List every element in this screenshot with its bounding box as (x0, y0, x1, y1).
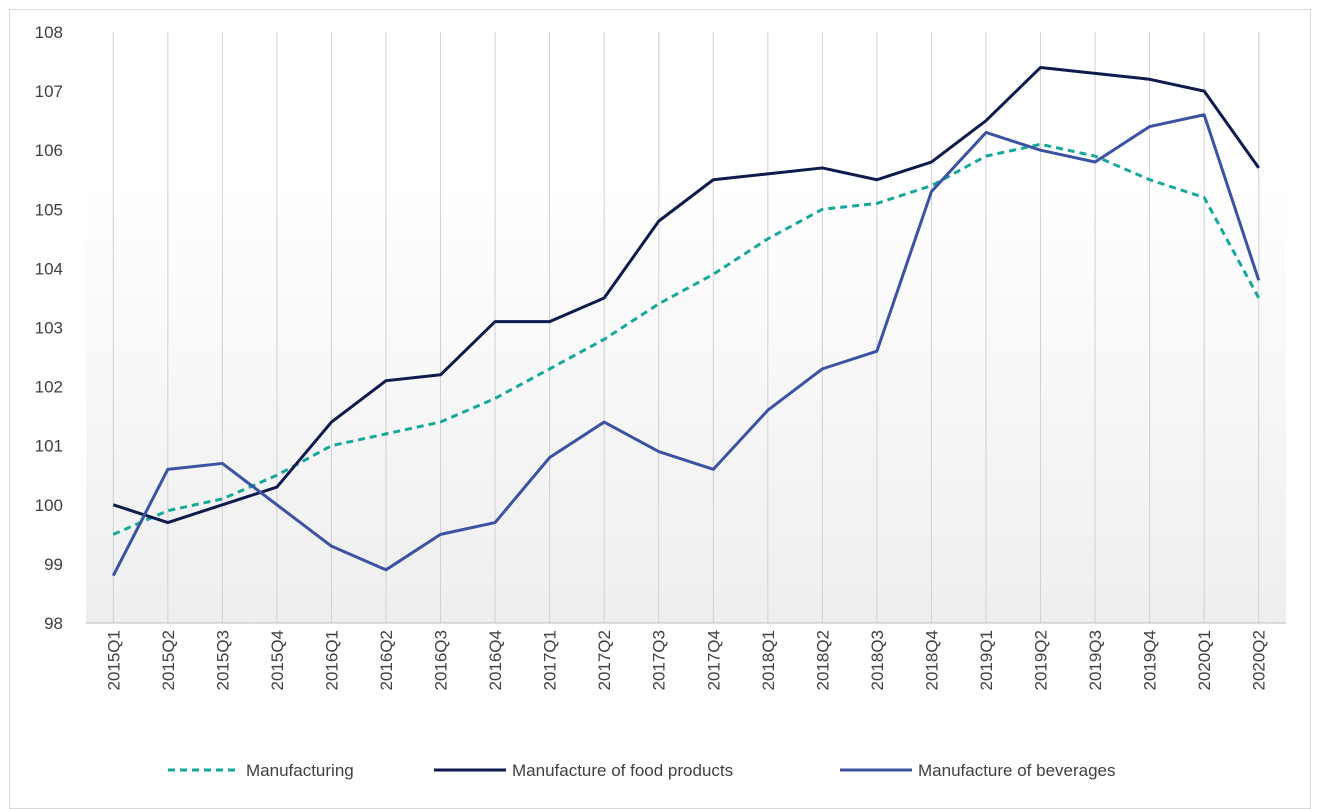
y-tick-label: 105 (35, 200, 63, 219)
x-tick-label: 2017Q3 (650, 630, 669, 691)
series-lines (111, 65, 1261, 577)
legend: Manufacturing Manufacture of food product… (168, 761, 1116, 780)
y-axis: 98 99 100 101 102 103 104 105 106 107 108 (35, 23, 63, 633)
x-tick-label: 2019Q2 (1032, 630, 1051, 691)
x-tick-label: 2018Q4 (922, 630, 941, 691)
x-tick-label: 2018Q3 (868, 630, 887, 691)
y-tick-label: 108 (35, 23, 63, 42)
x-tick-label: 2015Q4 (268, 630, 287, 691)
x-tick-label: 2015Q3 (213, 630, 232, 691)
x-tick-label: 2015Q2 (159, 630, 178, 691)
x-tick-label: 2015Q1 (104, 630, 123, 691)
x-tick-label: 2016Q4 (486, 630, 505, 691)
vertical-gridlines (86, 32, 1286, 624)
x-tick-label: 2017Q4 (704, 630, 723, 691)
x-tick-label: 2017Q2 (595, 630, 614, 691)
legend-label: Manufacture of food products (512, 761, 733, 780)
series-line (112, 142, 1261, 536)
x-tick-label: 2016Q3 (432, 630, 451, 691)
x-axis: 2015Q1 2015Q2 2015Q3 2015Q4 2016Q1 2016Q2 2016… (104, 630, 1268, 691)
y-tick-label: 100 (35, 496, 63, 515)
x-tick-label: 2017Q1 (541, 630, 560, 691)
y-tick-label: 107 (35, 82, 63, 101)
y-tick-label: 101 (35, 437, 63, 456)
x-tick-label: 2018Q2 (813, 630, 832, 691)
x-tick-label: 2019Q1 (977, 630, 996, 691)
legend-label: Manufacturing (246, 761, 354, 780)
y-tick-label: 103 (35, 319, 63, 338)
legend-label: Manufacture of beverages (918, 761, 1116, 780)
series-line (112, 65, 1260, 525)
x-tick-label: 2020Q2 (1250, 630, 1269, 691)
y-tick-label: 104 (35, 259, 63, 278)
y-tick-label: 99 (44, 555, 63, 574)
x-tick-label: 2020Q1 (1195, 630, 1214, 691)
series-line (111, 113, 1261, 577)
x-tick-label: 2019Q3 (1086, 630, 1105, 691)
x-tick-label: 2019Q4 (1141, 630, 1160, 691)
y-tick-label: 106 (35, 141, 63, 160)
plot-area (86, 32, 1286, 623)
y-tick-label: 98 (44, 614, 63, 633)
y-tick-label: 102 (35, 378, 63, 397)
x-tick-label: 2016Q1 (322, 630, 341, 691)
x-tick-label: 2016Q2 (377, 630, 396, 691)
x-tick-label: 2018Q1 (759, 630, 778, 691)
